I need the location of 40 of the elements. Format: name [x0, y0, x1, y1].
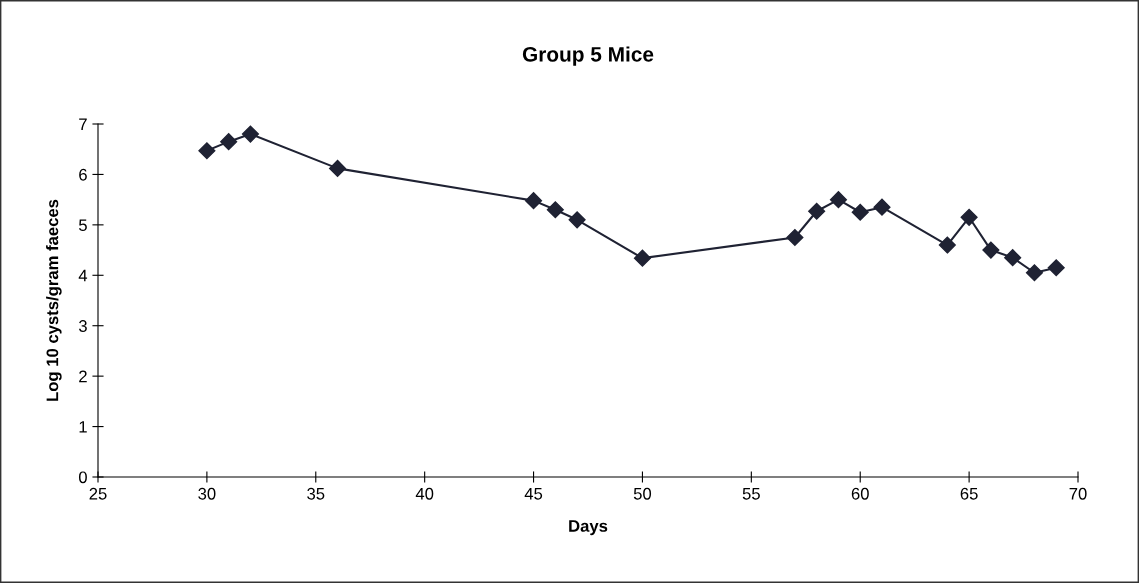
point	[525, 192, 543, 210]
x-tick-label: 25	[89, 487, 107, 500]
point	[786, 228, 804, 247]
point	[851, 203, 869, 221]
x-axis-title: Days	[569, 520, 608, 536]
y-tick-label: 0	[78, 471, 87, 484]
point	[938, 236, 956, 254]
point	[808, 202, 826, 220]
y-tick-label: 1	[79, 421, 87, 433]
point	[241, 125, 259, 143]
x-tick-label: 65	[960, 487, 978, 500]
point	[546, 201, 564, 219]
y-tick-label: 5	[78, 219, 87, 232]
y-tick-label: 6	[79, 168, 87, 181]
x-tick-label: 70	[1069, 487, 1087, 500]
point	[1025, 264, 1043, 282]
point	[568, 211, 586, 229]
point	[982, 241, 1000, 259]
point	[633, 249, 651, 267]
point	[960, 208, 978, 226]
x-tick-label: 55	[742, 488, 760, 500]
x-tick-label: 30	[198, 487, 216, 500]
y-axis-title: Log 10 cysts/gram faeces	[46, 199, 62, 401]
point	[220, 133, 238, 151]
x-tick-label: 60	[851, 487, 869, 500]
x-tick-label: 40	[415, 487, 434, 500]
point	[1004, 249, 1022, 267]
x-tick-label: 35	[307, 487, 325, 500]
x-tick-label: 50	[633, 487, 652, 500]
y-tick-label: 2	[79, 370, 87, 383]
point	[198, 142, 216, 160]
x-tick-label: 45	[524, 488, 543, 500]
point	[873, 198, 891, 216]
y-tick-label: 4	[78, 269, 88, 282]
chart-title: Group 5 Mice	[522, 46, 654, 66]
point	[829, 191, 847, 209]
y-tick-label: 7	[79, 118, 87, 131]
point	[329, 159, 347, 177]
y-tick-label: 3	[78, 320, 87, 332]
point	[1047, 259, 1065, 277]
